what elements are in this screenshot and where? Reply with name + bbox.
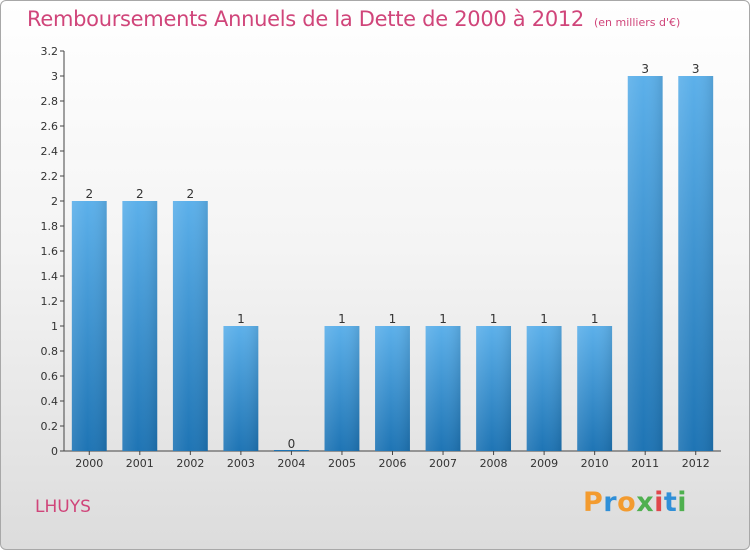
y-tick-label: 0 (51, 445, 58, 458)
logo-letter: o (617, 487, 637, 518)
y-tick-label: 3 (51, 70, 58, 83)
x-tick-label: 2006 (379, 457, 407, 470)
bar (273, 450, 309, 451)
chart-title-text: Remboursements Annuels de la Dette de 20… (27, 7, 584, 31)
y-tick-label: 0.4 (41, 395, 59, 408)
chart-unit: (en milliers d'€) (594, 16, 681, 29)
chart-title: Remboursements Annuels de la Dette de 20… (27, 7, 680, 31)
data-label: 2 (85, 187, 93, 201)
y-tick-label: 1.8 (41, 220, 59, 233)
y-tick-label: 2.6 (41, 120, 59, 133)
bar-sheen (627, 76, 663, 451)
bar-sheen (223, 326, 259, 451)
bar-sheen (526, 326, 562, 451)
logo-letter: r (603, 487, 618, 518)
logo-letter: i (654, 487, 664, 518)
y-tick-label: 1 (51, 320, 58, 333)
x-tick-label: 2011 (631, 457, 659, 470)
axes: 0 0.2 0.4 0.6 0.8 1 1.2 1.4 1.6 1.8 2 2.2 2.4 2.6 2.8 3… (41, 45, 721, 470)
x-tick-label: 2005 (328, 457, 356, 470)
bar-sheen (71, 201, 107, 451)
x-tick-label: 2001 (126, 457, 154, 470)
proxiti-logo: Proxiti (583, 487, 687, 518)
logo-letter: P (583, 487, 604, 518)
y-tick-label: 2.2 (41, 170, 59, 183)
x-tick-label: 2008 (480, 457, 508, 470)
logo-letter: i (677, 487, 688, 518)
data-label: 1 (389, 312, 397, 326)
x-tick-label: 2004 (277, 457, 305, 470)
logo-letter: t (663, 487, 678, 518)
x-tick-label: 2002 (176, 457, 204, 470)
data-labels: 2 2 2 1 0 1 1 1 1 1 1 3 3 (85, 62, 699, 451)
y-tick-label: 2.8 (41, 95, 59, 108)
bar-sheen (122, 201, 158, 451)
y-tick-label: 0.6 (41, 370, 59, 383)
y-tick-label: 0.8 (41, 345, 59, 358)
x-tick-label: 2012 (682, 457, 710, 470)
y-tick-label: 3.2 (41, 45, 59, 58)
bar-sheen (172, 201, 208, 451)
bars (71, 76, 714, 451)
data-label: 3 (641, 62, 649, 76)
bar-sheen (425, 326, 461, 451)
y-tick-label: 2 (51, 195, 58, 208)
bar-sheen (678, 76, 714, 451)
data-label: 1 (540, 312, 548, 326)
bar-sheen (324, 326, 360, 451)
data-label: 2 (136, 187, 144, 201)
data-label: 1 (439, 312, 447, 326)
x-tick-label: 2009 (530, 457, 558, 470)
logo-letter: x (636, 487, 655, 518)
commune-name: LHUYS (35, 497, 91, 517)
data-label: 1 (490, 312, 498, 326)
x-tick-label: 2000 (75, 457, 103, 470)
data-label: 2 (187, 187, 195, 201)
data-label: 1 (237, 312, 245, 326)
y-tick-label: 1.4 (41, 270, 59, 283)
bar-sheen (476, 326, 512, 451)
y-tick-label: 0.2 (41, 420, 59, 433)
x-tick-label: 2007 (429, 457, 457, 470)
y-tick-label: 1.6 (41, 245, 59, 258)
bar-sheen (375, 326, 410, 451)
x-tick-label: 2003 (227, 457, 255, 470)
data-label: 0 (288, 437, 296, 451)
y-tick-label: 1.2 (41, 295, 59, 308)
y-tick-label: 2.4 (41, 145, 59, 158)
data-label: 3 (692, 62, 700, 76)
data-label: 1 (338, 312, 346, 326)
bar-sheen (577, 326, 613, 451)
data-label: 1 (591, 312, 599, 326)
x-tick-label: 2010 (581, 457, 609, 470)
